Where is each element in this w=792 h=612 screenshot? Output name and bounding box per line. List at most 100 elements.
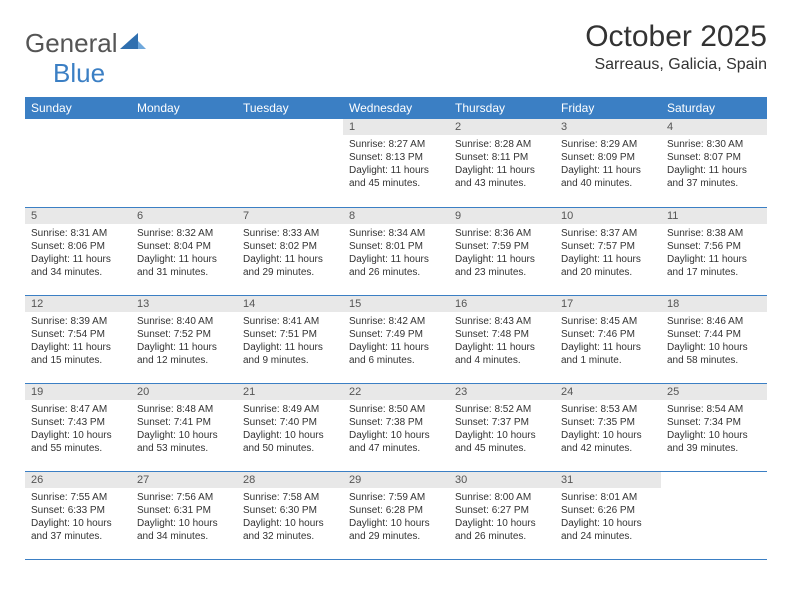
day-number: 3 — [555, 119, 661, 135]
day-info: Sunrise: 7:56 AMSunset: 6:31 PMDaylight:… — [131, 488, 237, 543]
calendar-week-row: 12Sunrise: 8:39 AMSunset: 7:54 PMDayligh… — [25, 295, 767, 383]
day-number: 27 — [131, 472, 237, 488]
calendar-week-row: 1Sunrise: 8:27 AMSunset: 8:13 PMDaylight… — [25, 119, 767, 207]
day-number: 18 — [661, 296, 767, 312]
day-number: 20 — [131, 384, 237, 400]
weekday-header: Tuesday — [237, 97, 343, 119]
calendar-day-cell: 18Sunrise: 8:46 AMSunset: 7:44 PMDayligh… — [661, 295, 767, 383]
brand-part1: General — [25, 28, 118, 59]
day-info: Sunrise: 8:32 AMSunset: 8:04 PMDaylight:… — [131, 224, 237, 279]
day-number: 19 — [25, 384, 131, 400]
day-info: Sunrise: 8:00 AMSunset: 6:27 PMDaylight:… — [449, 488, 555, 543]
brand-part2: Blue — [53, 58, 105, 88]
calendar-day-cell: 25Sunrise: 8:54 AMSunset: 7:34 PMDayligh… — [661, 383, 767, 471]
day-number: 30 — [449, 472, 555, 488]
day-number: 10 — [555, 208, 661, 224]
calendar-day-cell: 17Sunrise: 8:45 AMSunset: 7:46 PMDayligh… — [555, 295, 661, 383]
weekday-header: Thursday — [449, 97, 555, 119]
day-info: Sunrise: 8:43 AMSunset: 7:48 PMDaylight:… — [449, 312, 555, 367]
day-number: 6 — [131, 208, 237, 224]
day-info: Sunrise: 8:54 AMSunset: 7:34 PMDaylight:… — [661, 400, 767, 455]
calendar-day-cell: 3Sunrise: 8:29 AMSunset: 8:09 PMDaylight… — [555, 119, 661, 207]
brand-logo: General — [25, 20, 148, 59]
day-info: Sunrise: 8:30 AMSunset: 8:07 PMDaylight:… — [661, 135, 767, 190]
day-info: Sunrise: 7:55 AMSunset: 6:33 PMDaylight:… — [25, 488, 131, 543]
day-number: 23 — [449, 384, 555, 400]
day-number: 1 — [343, 119, 449, 135]
day-info: Sunrise: 8:53 AMSunset: 7:35 PMDaylight:… — [555, 400, 661, 455]
weekday-header: Friday — [555, 97, 661, 119]
day-info: Sunrise: 7:59 AMSunset: 6:28 PMDaylight:… — [343, 488, 449, 543]
calendar-day-cell: 27Sunrise: 7:56 AMSunset: 6:31 PMDayligh… — [131, 471, 237, 559]
calendar-week-row: 26Sunrise: 7:55 AMSunset: 6:33 PMDayligh… — [25, 471, 767, 559]
day-info: Sunrise: 8:01 AMSunset: 6:26 PMDaylight:… — [555, 488, 661, 543]
calendar-week-row: 5Sunrise: 8:31 AMSunset: 8:06 PMDaylight… — [25, 207, 767, 295]
calendar-week-row: 19Sunrise: 8:47 AMSunset: 7:43 PMDayligh… — [25, 383, 767, 471]
weekday-header-row: SundayMondayTuesdayWednesdayThursdayFrid… — [25, 97, 767, 119]
calendar-day-cell: 16Sunrise: 8:43 AMSunset: 7:48 PMDayligh… — [449, 295, 555, 383]
calendar-empty-cell — [131, 119, 237, 207]
day-info: Sunrise: 8:29 AMSunset: 8:09 PMDaylight:… — [555, 135, 661, 190]
day-info: Sunrise: 8:49 AMSunset: 7:40 PMDaylight:… — [237, 400, 343, 455]
day-number: 13 — [131, 296, 237, 312]
weekday-header: Sunday — [25, 97, 131, 119]
day-info: Sunrise: 8:27 AMSunset: 8:13 PMDaylight:… — [343, 135, 449, 190]
calendar-day-cell: 2Sunrise: 8:28 AMSunset: 8:11 PMDaylight… — [449, 119, 555, 207]
weekday-header: Saturday — [661, 97, 767, 119]
calendar-day-cell: 20Sunrise: 8:48 AMSunset: 7:41 PMDayligh… — [131, 383, 237, 471]
day-info: Sunrise: 8:38 AMSunset: 7:56 PMDaylight:… — [661, 224, 767, 279]
day-number: 9 — [449, 208, 555, 224]
day-info: Sunrise: 8:36 AMSunset: 7:59 PMDaylight:… — [449, 224, 555, 279]
day-info: Sunrise: 8:40 AMSunset: 7:52 PMDaylight:… — [131, 312, 237, 367]
calendar-day-cell: 23Sunrise: 8:52 AMSunset: 7:37 PMDayligh… — [449, 383, 555, 471]
day-info: Sunrise: 8:31 AMSunset: 8:06 PMDaylight:… — [25, 224, 131, 279]
day-number: 16 — [449, 296, 555, 312]
calendar-day-cell: 26Sunrise: 7:55 AMSunset: 6:33 PMDayligh… — [25, 471, 131, 559]
day-info: Sunrise: 7:58 AMSunset: 6:30 PMDaylight:… — [237, 488, 343, 543]
calendar-day-cell: 28Sunrise: 7:58 AMSunset: 6:30 PMDayligh… — [237, 471, 343, 559]
calendar-day-cell: 11Sunrise: 8:38 AMSunset: 7:56 PMDayligh… — [661, 207, 767, 295]
calendar-day-cell: 4Sunrise: 8:30 AMSunset: 8:07 PMDaylight… — [661, 119, 767, 207]
calendar-day-cell: 13Sunrise: 8:40 AMSunset: 7:52 PMDayligh… — [131, 295, 237, 383]
day-number: 31 — [555, 472, 661, 488]
day-number: 17 — [555, 296, 661, 312]
month-title: October 2025 — [585, 20, 767, 54]
calendar-day-cell: 30Sunrise: 8:00 AMSunset: 6:27 PMDayligh… — [449, 471, 555, 559]
calendar-day-cell: 7Sunrise: 8:33 AMSunset: 8:02 PMDaylight… — [237, 207, 343, 295]
day-number: 15 — [343, 296, 449, 312]
day-info: Sunrise: 8:37 AMSunset: 7:57 PMDaylight:… — [555, 224, 661, 279]
calendar-empty-cell — [25, 119, 131, 207]
day-number: 25 — [661, 384, 767, 400]
day-number: 12 — [25, 296, 131, 312]
day-number: 5 — [25, 208, 131, 224]
day-number: 7 — [237, 208, 343, 224]
day-info: Sunrise: 8:28 AMSunset: 8:11 PMDaylight:… — [449, 135, 555, 190]
day-info: Sunrise: 8:41 AMSunset: 7:51 PMDaylight:… — [237, 312, 343, 367]
calendar-day-cell: 21Sunrise: 8:49 AMSunset: 7:40 PMDayligh… — [237, 383, 343, 471]
calendar-day-cell: 6Sunrise: 8:32 AMSunset: 8:04 PMDaylight… — [131, 207, 237, 295]
calendar-body: 1Sunrise: 8:27 AMSunset: 8:13 PMDaylight… — [25, 119, 767, 559]
day-number: 26 — [25, 472, 131, 488]
calendar-day-cell: 9Sunrise: 8:36 AMSunset: 7:59 PMDaylight… — [449, 207, 555, 295]
weekday-header: Monday — [131, 97, 237, 119]
day-info: Sunrise: 8:39 AMSunset: 7:54 PMDaylight:… — [25, 312, 131, 367]
day-info: Sunrise: 8:52 AMSunset: 7:37 PMDaylight:… — [449, 400, 555, 455]
calendar-table: SundayMondayTuesdayWednesdayThursdayFrid… — [25, 97, 767, 560]
calendar-day-cell: 5Sunrise: 8:31 AMSunset: 8:06 PMDaylight… — [25, 207, 131, 295]
day-number: 29 — [343, 472, 449, 488]
calendar-day-cell: 19Sunrise: 8:47 AMSunset: 7:43 PMDayligh… — [25, 383, 131, 471]
day-number: 4 — [661, 119, 767, 135]
calendar-empty-cell — [237, 119, 343, 207]
calendar-day-cell: 29Sunrise: 7:59 AMSunset: 6:28 PMDayligh… — [343, 471, 449, 559]
day-info: Sunrise: 8:47 AMSunset: 7:43 PMDaylight:… — [25, 400, 131, 455]
day-number: 8 — [343, 208, 449, 224]
day-info: Sunrise: 8:45 AMSunset: 7:46 PMDaylight:… — [555, 312, 661, 367]
calendar-day-cell: 15Sunrise: 8:42 AMSunset: 7:49 PMDayligh… — [343, 295, 449, 383]
day-number: 24 — [555, 384, 661, 400]
calendar-empty-cell — [661, 471, 767, 559]
day-number: 28 — [237, 472, 343, 488]
day-number: 14 — [237, 296, 343, 312]
day-info: Sunrise: 8:50 AMSunset: 7:38 PMDaylight:… — [343, 400, 449, 455]
weekday-header: Wednesday — [343, 97, 449, 119]
calendar-day-cell: 12Sunrise: 8:39 AMSunset: 7:54 PMDayligh… — [25, 295, 131, 383]
